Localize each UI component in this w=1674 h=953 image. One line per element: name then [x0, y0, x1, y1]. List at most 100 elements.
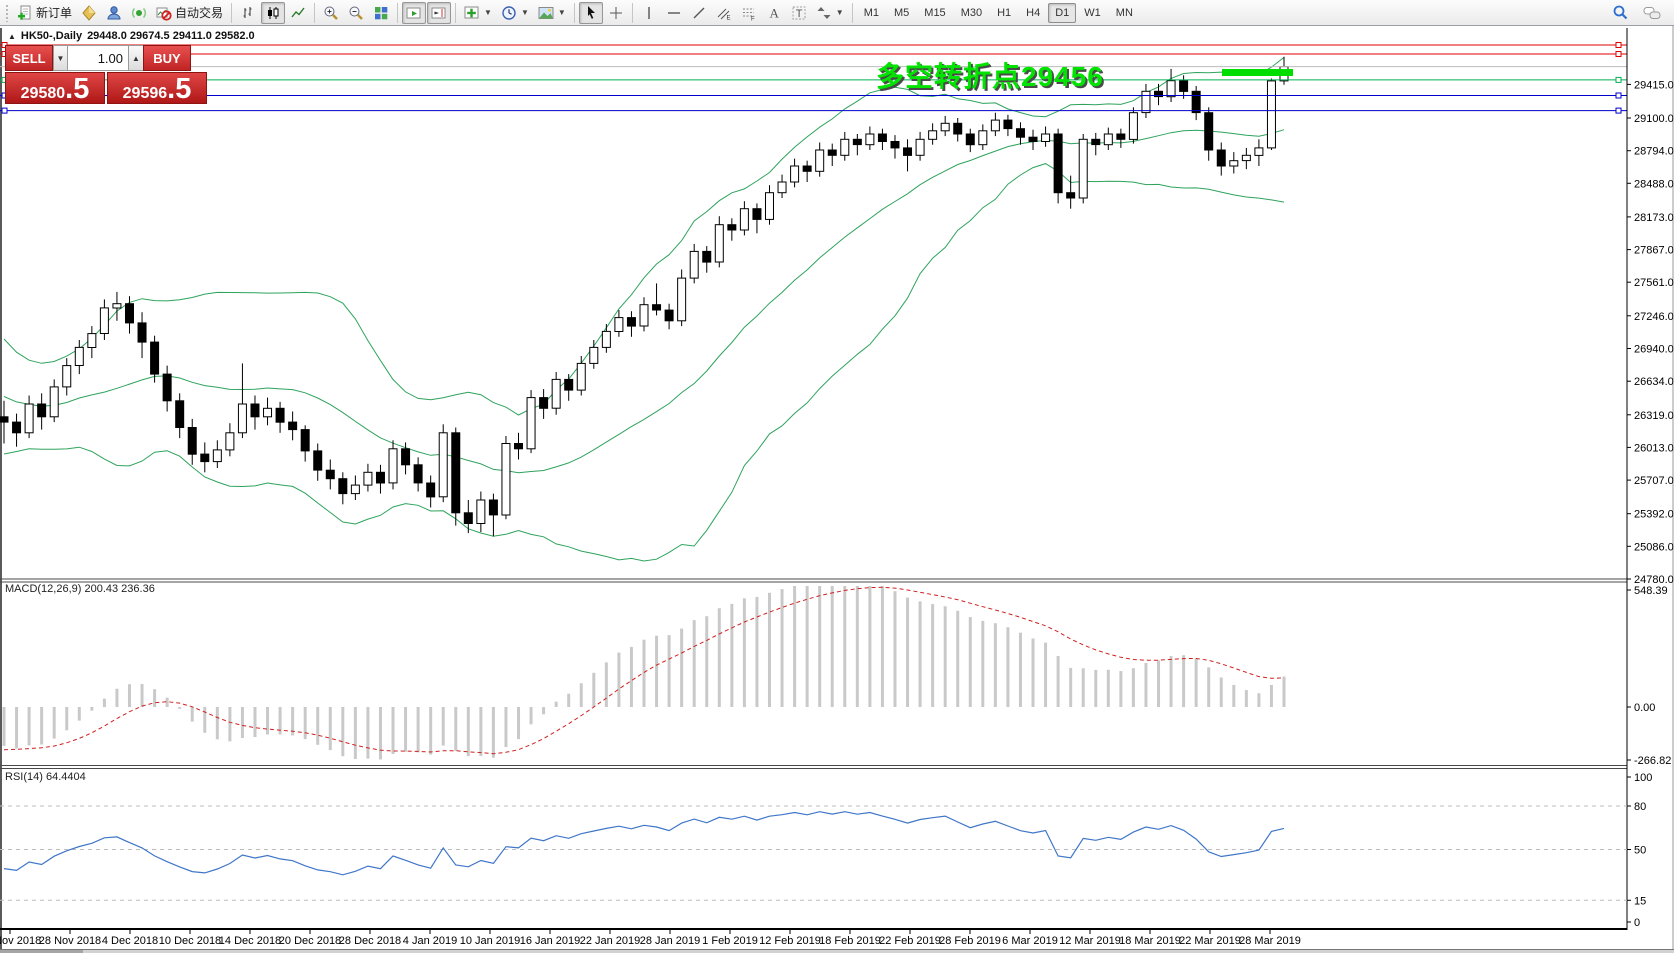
search-button[interactable]	[1608, 2, 1633, 24]
dropdown-caret[interactable]: ▼	[484, 8, 492, 17]
candle-body	[0, 416, 9, 423]
macd-histogram-bar	[441, 707, 445, 746]
arrows-button[interactable]: ▼	[812, 2, 848, 24]
candle-body	[1053, 133, 1063, 194]
chart-canvas[interactable]: 29415.0 29100.0 28794.0 28488.0 28173.0 27867…	[0, 26, 1674, 953]
timeframe-m30[interactable]: M30	[960, 6, 983, 19]
periods-button[interactable]: ▼	[497, 2, 533, 24]
timeframe-w1[interactable]: W1	[1084, 6, 1101, 19]
volume-input[interactable]	[67, 45, 129, 71]
date-label: 22 Mar 2019	[1179, 935, 1241, 947]
cursor-button[interactable]	[578, 1, 603, 24]
dropdown-caret[interactable]: ▼	[557, 8, 566, 17]
macd-histogram-bar	[1056, 656, 1060, 707]
macd-histogram-bar	[893, 591, 897, 707]
candle-body	[664, 309, 674, 322]
candle-body	[890, 141, 900, 149]
candle-body	[1091, 138, 1101, 146]
macd-histogram-bar	[843, 586, 847, 707]
sell-button[interactable]: SELL	[5, 45, 53, 71]
candle-body	[300, 429, 310, 452]
candle-body	[463, 512, 473, 524]
price-tick-label: 29415.0	[1634, 79, 1674, 91]
candle-body	[790, 165, 800, 183]
macd-histogram-bar	[165, 697, 169, 707]
text-button[interactable]: A	[762, 2, 786, 24]
dropdown-caret[interactable]: ▼	[520, 8, 529, 17]
macd-histogram-bar	[604, 662, 608, 707]
autotrading-button[interactable]: 自动交易	[152, 2, 227, 24]
macd-histogram-bar	[228, 707, 232, 742]
rsi-tick-label: 80	[1634, 801, 1646, 813]
timeframe-m1[interactable]: M1	[863, 6, 879, 19]
toolbar-drag-handle[interactable]	[5, 3, 10, 22]
auto-scroll-button[interactable]	[402, 1, 427, 24]
candle-body	[739, 208, 749, 231]
volume-down-button[interactable]: ▼	[53, 45, 67, 71]
indicators-button[interactable]: ▼	[460, 2, 496, 24]
buy-price-main: 29596	[122, 85, 168, 102]
tile-windows-button[interactable]	[369, 2, 393, 24]
candle-body	[852, 138, 862, 146]
volume-up-button[interactable]: ▲	[129, 45, 143, 71]
dropdown-caret[interactable]: ▼	[835, 8, 844, 17]
toolbar-right-icons	[1608, 2, 1671, 24]
channel-button[interactable]: E	[712, 2, 736, 24]
candle-body	[501, 443, 511, 516]
fibonacci-button[interactable]: F	[737, 2, 761, 24]
timeframe-m5[interactable]: M5	[894, 6, 910, 19]
zoom-in-button[interactable]	[319, 2, 343, 24]
price-tick-label: 28173.0	[1634, 212, 1674, 224]
candle-body	[752, 208, 762, 220]
new-order-button[interactable]: 新订单	[13, 2, 76, 24]
candle-body	[877, 133, 887, 142]
line-chart-icon	[291, 7, 305, 17]
timeframe-h4[interactable]: H4	[1026, 6, 1041, 19]
signal-icon	[132, 7, 146, 18]
buy-button[interactable]: BUY	[143, 45, 191, 71]
chart-shift-button[interactable]	[427, 1, 452, 24]
templates-button[interactable]: ▼	[534, 2, 570, 24]
timeframe-m15[interactable]: M15	[924, 6, 946, 19]
candle-body	[49, 386, 59, 418]
vertical-line-button[interactable]	[637, 2, 661, 24]
trendline-button[interactable]	[687, 2, 711, 24]
text-label-button[interactable]: T	[787, 2, 811, 24]
zoom-out-button[interactable]	[344, 2, 368, 24]
crosshair-button[interactable]	[604, 2, 628, 24]
macd-histogram-bar	[642, 639, 646, 707]
candle-body	[1204, 112, 1214, 151]
profile-button[interactable]	[102, 2, 126, 24]
collapse-triangle-icon[interactable]: ▲	[8, 31, 16, 41]
timeframe-h1[interactable]: H1	[997, 6, 1012, 19]
toolbar-separator	[455, 2, 457, 23]
macd-histogram-bar	[90, 707, 94, 711]
buy-price-button[interactable]: 29596 .5	[107, 72, 207, 104]
chart-text-annotation[interactable]: 多空转折点29456	[876, 61, 1104, 92]
timeframe-mn[interactable]: MN	[1115, 6, 1133, 19]
sell-price-button[interactable]: 29580 .5	[5, 72, 105, 104]
macd-histogram-bar	[880, 586, 884, 707]
date-label: 1 Feb 2019	[702, 935, 758, 947]
rsi-tick-label: 100	[1634, 772, 1652, 784]
trendline-icon	[693, 7, 705, 18]
candlestick-chart-button[interactable]	[261, 1, 286, 24]
svg-text:T: T	[796, 8, 803, 20]
price-tick-label: 27867.0	[1634, 245, 1674, 257]
macd-histogram-bar	[391, 707, 395, 754]
bar-chart-button[interactable]	[236, 2, 260, 24]
price-tick-label: 25707.0	[1634, 475, 1674, 487]
macd-histogram-bar	[366, 707, 370, 759]
line-chart-button[interactable]	[286, 2, 310, 24]
zoom-out-icon	[349, 6, 363, 20]
signal-button[interactable]	[127, 2, 151, 24]
candle-body	[564, 378, 574, 391]
timeframe-d1[interactable]: D1	[1048, 2, 1077, 23]
horizontal-line-button[interactable]	[662, 2, 686, 24]
chat-button[interactable]	[1639, 2, 1665, 24]
macd-histogram-bar	[429, 707, 433, 755]
macd-histogram-bar	[968, 617, 972, 707]
toolbar-separator	[851, 2, 853, 23]
highlighter-button[interactable]	[77, 2, 101, 24]
candle-body	[514, 443, 524, 450]
